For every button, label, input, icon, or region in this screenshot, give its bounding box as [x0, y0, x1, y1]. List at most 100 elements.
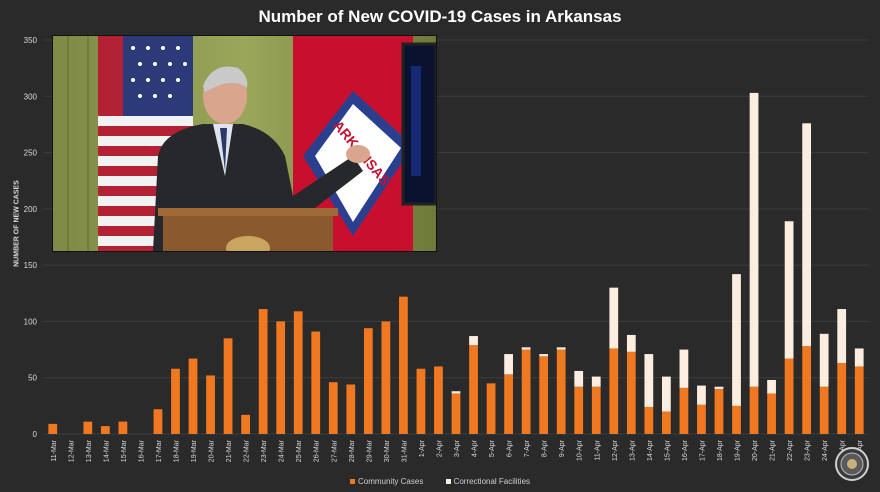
bar-correctional-20-Apr [749, 92, 759, 387]
x-tick-label: 21-Apr [770, 439, 777, 461]
bar-correctional-14-Apr [644, 354, 654, 407]
bar-community-14-Apr [644, 406, 654, 434]
x-tick-label: 21-Mar [226, 439, 233, 462]
bar-community-10-Apr [574, 386, 584, 434]
bar-community-19-Mar [188, 358, 198, 434]
bar-community-18-Mar [171, 368, 180, 434]
bar-community-3-Apr [451, 393, 461, 434]
bar-community-8-Apr [539, 356, 549, 434]
x-tick-label: 12-Apr [612, 439, 619, 461]
x-tick-label: 20-Mar [209, 439, 216, 462]
podium [158, 208, 338, 251]
bar-community-26-Apr [854, 366, 864, 434]
x-tick-label: 20-Apr [752, 439, 759, 461]
legend-item-correctional: Correctional Facilities [445, 477, 531, 486]
x-tick-label: 9-Apr [559, 439, 566, 457]
bar-correctional-3-Apr [451, 391, 461, 394]
x-tick-label: 14-Mar [103, 439, 110, 462]
x-tick-label: 15-Mar [121, 439, 128, 462]
bar-community-27-Mar [328, 382, 338, 434]
bar-correctional-23-Apr [802, 123, 812, 347]
bar-correctional-11-Apr [591, 376, 601, 387]
state-seal-icon [835, 447, 869, 481]
bar-community-25-Apr [837, 363, 847, 434]
x-tick-label: 15-Apr [664, 439, 671, 461]
bar-correctional-4-Apr [469, 336, 478, 346]
x-tick-label: 6-Apr [507, 439, 514, 457]
bar-community-21-Apr [767, 393, 776, 434]
bar-community-23-Mar [258, 309, 268, 434]
y-tick-label: 300 [24, 92, 38, 101]
bar-community-5-Apr [486, 383, 496, 434]
x-tick-label: 19-Apr [735, 439, 742, 461]
bar-community-15-Apr [662, 411, 671, 434]
x-tick-label: 31-Mar [401, 439, 408, 462]
x-tick-label: 12-Mar [68, 439, 75, 462]
bar-correctional-8-Apr [539, 354, 549, 357]
legend-swatch-correctional [445, 479, 451, 485]
bar-community-22-Mar [241, 414, 250, 434]
video-feed: ARKANSAS [52, 35, 437, 252]
bar-correctional-17-Apr [697, 385, 706, 405]
chart-title: Number of New COVID-19 Cases in Arkansas [258, 7, 622, 26]
bar-community-25-Mar [293, 311, 303, 434]
bar-community-26-Mar [311, 331, 321, 434]
x-tick-label: 19-Mar [191, 439, 198, 462]
bar-correctional-24-Apr [819, 333, 829, 387]
bar-community-16-Apr [679, 387, 689, 434]
x-tick-label: 22-Apr [787, 439, 794, 461]
x-tick-label: 28-Mar [349, 439, 356, 462]
bar-community-12-Apr [609, 348, 619, 434]
x-tick-label: 27-Mar [331, 439, 338, 462]
bar-correctional-25-Apr [837, 309, 847, 364]
bar-correctional-6-Apr [504, 354, 513, 375]
legend-label-correctional: Correctional Facilities [453, 477, 531, 486]
x-tick-label: 22-Mar [244, 439, 251, 462]
x-tick-label: 11-Apr [594, 439, 601, 460]
bar-community-6-Apr [504, 374, 513, 434]
bar-community-7-Apr [521, 349, 531, 434]
bar-correctional-9-Apr [556, 347, 566, 350]
y-tick-label: 50 [28, 374, 37, 383]
bar-community-24-Mar [276, 321, 286, 434]
bar-correctional-12-Apr [609, 287, 619, 349]
bar-community-4-Apr [469, 345, 478, 434]
x-tick-label: 10-Apr [577, 439, 584, 461]
bar-community-20-Apr [749, 386, 759, 434]
x-tick-label: 17-Mar [156, 439, 163, 462]
y-tick-label: 100 [24, 317, 38, 326]
bar-community-23-Apr [802, 346, 812, 434]
x-tick-label: 30-Mar [384, 439, 391, 462]
bar-community-31-Mar [399, 296, 408, 434]
legend-item-community: Community Cases [349, 477, 423, 486]
bar-community-2-Apr [434, 366, 443, 434]
x-tick-label: 24-Mar [279, 439, 286, 462]
x-tick-label: 17-Apr [699, 439, 706, 461]
x-tick-label: 24-Apr [822, 439, 829, 461]
bar-community-18-Apr [714, 388, 724, 434]
bar-community-15-Mar [118, 421, 128, 434]
y-tick-label: 200 [24, 205, 38, 214]
bar-community-14-Mar [100, 426, 110, 434]
x-tick-label: 26-Mar [314, 439, 321, 462]
bar-community-9-Apr [556, 349, 566, 434]
bar-community-22-Apr [784, 358, 794, 434]
legend-swatch-community [349, 479, 355, 485]
bar-community-20-Mar [206, 375, 215, 434]
bar-community-17-Mar [153, 409, 163, 434]
bar-correctional-10-Apr [574, 370, 584, 387]
x-tick-label: 5-Apr [489, 439, 496, 457]
bar-correctional-26-Apr [854, 348, 864, 367]
bar-correctional-7-Apr [521, 347, 531, 350]
x-tick-label: 14-Apr [647, 439, 654, 461]
x-tick-label: 16-Mar [138, 439, 145, 462]
bar-community-30-Mar [381, 321, 391, 434]
bar-community-11-Mar [48, 423, 58, 434]
bar-correctional-13-Apr [626, 334, 636, 352]
bar-correctional-22-Apr [784, 221, 794, 359]
y-tick-label: 0 [33, 430, 38, 439]
x-tick-label: 2-Apr [436, 439, 443, 457]
x-tick-label: 18-Apr [717, 439, 724, 461]
x-tick-label: 8-Apr [542, 439, 549, 457]
